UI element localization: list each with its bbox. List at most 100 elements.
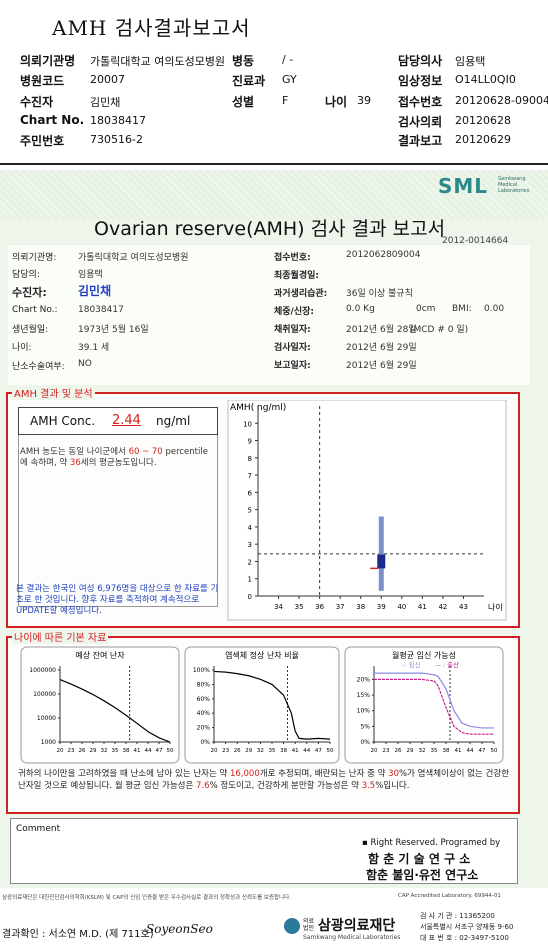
- field-value: 20120628-09004: [455, 94, 548, 107]
- field-label: 수진자: [20, 95, 54, 109]
- doctor: 결과확인 : 서소연 M.D. (제 711호): [2, 929, 154, 940]
- y-tick-label: 100000: [33, 691, 56, 698]
- x-tick-label: 41: [292, 748, 299, 754]
- x-tick-label: 29: [407, 748, 414, 754]
- y-tick-label: 40%: [197, 710, 211, 717]
- analysis-text: AMH 농도는 동일 나이군에서 60 ~ 70 percentile에 속하며…: [20, 447, 215, 469]
- chart-frame: [184, 646, 340, 764]
- logo-sub-line: Medical: [498, 182, 518, 188]
- number: 3.5: [361, 781, 376, 791]
- field-label: 나이: [325, 95, 348, 109]
- field-value: 20120628: [455, 114, 511, 127]
- field-value: / -: [282, 53, 294, 66]
- section-title: AMH 결과 및 분석: [12, 385, 95, 400]
- range-box: [377, 554, 386, 569]
- field-label: 의뢰기관명: [20, 54, 76, 68]
- field-value: 39: [357, 94, 371, 107]
- amh-unit: ng/ml: [156, 414, 191, 428]
- logo: SML: [438, 174, 489, 198]
- field-label: 채취일자:: [274, 325, 311, 335]
- y-tick-label: 0%: [360, 739, 370, 746]
- curve: [374, 672, 494, 729]
- section-title: 나이에 따른 기본 자료: [12, 629, 109, 644]
- x-axis-title: 나이: [488, 602, 503, 612]
- curve: [213, 670, 331, 740]
- y-tick-label: 9: [248, 438, 252, 446]
- text: % 정도이고, 건강하게 분만할 가능성은 약: [209, 781, 362, 791]
- field-value: 2012년 6월 29일: [346, 343, 417, 353]
- mini-chart: 월평균 임신 가능성 0% 5% 10% 15% 20% 20 23 26 29 32 35 38 41 4…: [344, 646, 504, 764]
- x-tick-label: 47: [156, 748, 163, 754]
- text: percentile에 속하며, 약: [20, 447, 208, 468]
- chart-title: 염색체 정상 난자 비율: [225, 650, 299, 660]
- conc-box: [18, 407, 218, 435]
- summary: 귀하의 나이만을 고려하였을 때 난소에 남아 있는 난자는 약 16,000개…: [18, 768, 510, 792]
- chart-title: 월평균 임신 가능성: [392, 650, 456, 660]
- x-tick-label: 44: [145, 748, 152, 754]
- field-value: 2012년 6월 28일: [346, 325, 417, 335]
- field-label: 의뢰기관명:: [12, 253, 57, 263]
- info-line: 대 표 번 호 : 02-3497-5100: [420, 934, 509, 942]
- field-value: O14LL0QI0: [455, 73, 516, 86]
- y-tick-label: 2: [248, 558, 252, 566]
- y-tick-label: 6: [248, 489, 253, 497]
- x-tick-label: 35: [269, 748, 276, 754]
- x-tick-label: 42: [438, 603, 447, 611]
- field-label: 담당의:: [12, 270, 40, 280]
- x-tick-label: 36: [315, 603, 324, 611]
- conc-label: AMH Conc.: [30, 414, 96, 428]
- x-tick-label: 34: [274, 603, 283, 611]
- info-line: 검 사 기 관 : 11365200: [420, 912, 495, 920]
- field-label: 주민번호: [20, 134, 65, 148]
- field-label: 검사일자:: [274, 343, 311, 353]
- y-tick-label: 15%: [357, 692, 371, 699]
- field-label: 병원코드: [20, 74, 65, 88]
- field-label: 난소수술여부:: [12, 362, 65, 372]
- cap: CAP Accredited Laboratory. 69944-01: [398, 893, 501, 899]
- x-tick-label: 35: [431, 748, 438, 754]
- y-tick-label: 0%: [200, 739, 210, 746]
- text: 세의 평균농도입니다.: [80, 458, 157, 468]
- x-tick-label: 41: [455, 748, 462, 754]
- y-tick-label: 4: [248, 524, 253, 532]
- signature: SoyeonSeo: [146, 922, 213, 936]
- field-value: GY: [282, 73, 297, 86]
- x-tick-label: 40: [397, 603, 406, 611]
- number: 30: [388, 769, 399, 779]
- logo-sub: Samkwang Medical Laboratories: [498, 176, 529, 194]
- x-tick-label: 23: [222, 748, 229, 754]
- field-label: Chart No.:: [12, 305, 58, 315]
- y-tick-label: 10: [243, 420, 252, 428]
- y-tick-label: 80%: [197, 681, 211, 688]
- percentile: 60 ~ 70: [128, 447, 163, 457]
- y-tick-label: 20%: [357, 676, 371, 683]
- header-title: AMH 검사결과보고서: [52, 16, 251, 40]
- x-tick-label: 38: [123, 748, 130, 754]
- field-label: Chart No.: [20, 113, 85, 127]
- field-label: 검사의뢰: [398, 115, 443, 129]
- field-value: 20007: [90, 73, 125, 86]
- y-tick-label: 1: [248, 576, 252, 584]
- x-tick-label: 23: [68, 748, 75, 754]
- field-label: 생년월일:: [12, 325, 49, 335]
- x-tick-label: 35: [295, 603, 304, 611]
- field-value: 0.00: [484, 304, 505, 314]
- field-value: 1973년 5월 16일: [78, 325, 149, 335]
- field-value: 임용택: [455, 55, 486, 68]
- x-tick-label: 26: [234, 748, 241, 754]
- field-label: 병동: [232, 54, 255, 68]
- x-tick-label: 50: [327, 748, 334, 754]
- field-value: 김민채: [78, 284, 112, 298]
- org-name: 삼광의료재단: [318, 918, 396, 934]
- analysis-note: 본 결과는 한국인 여성 6,976명을 대상으로 한 자료를 기초로 한 것입…: [16, 584, 219, 616]
- text: 귀하의 나이만을 고려하였을 때 난소에 남아 있는 난자는 약: [18, 769, 230, 779]
- legend-entry: -: 임신: [402, 660, 421, 669]
- y-tick-label: 10%: [357, 708, 371, 715]
- info-line: 서울특별시 서초구 양재동 9-60: [420, 923, 514, 931]
- footer: [0, 888, 548, 947]
- x-tick-label: 37: [336, 603, 345, 611]
- field-value: 730516-2: [90, 133, 143, 146]
- x-tick-label: 38: [443, 748, 450, 754]
